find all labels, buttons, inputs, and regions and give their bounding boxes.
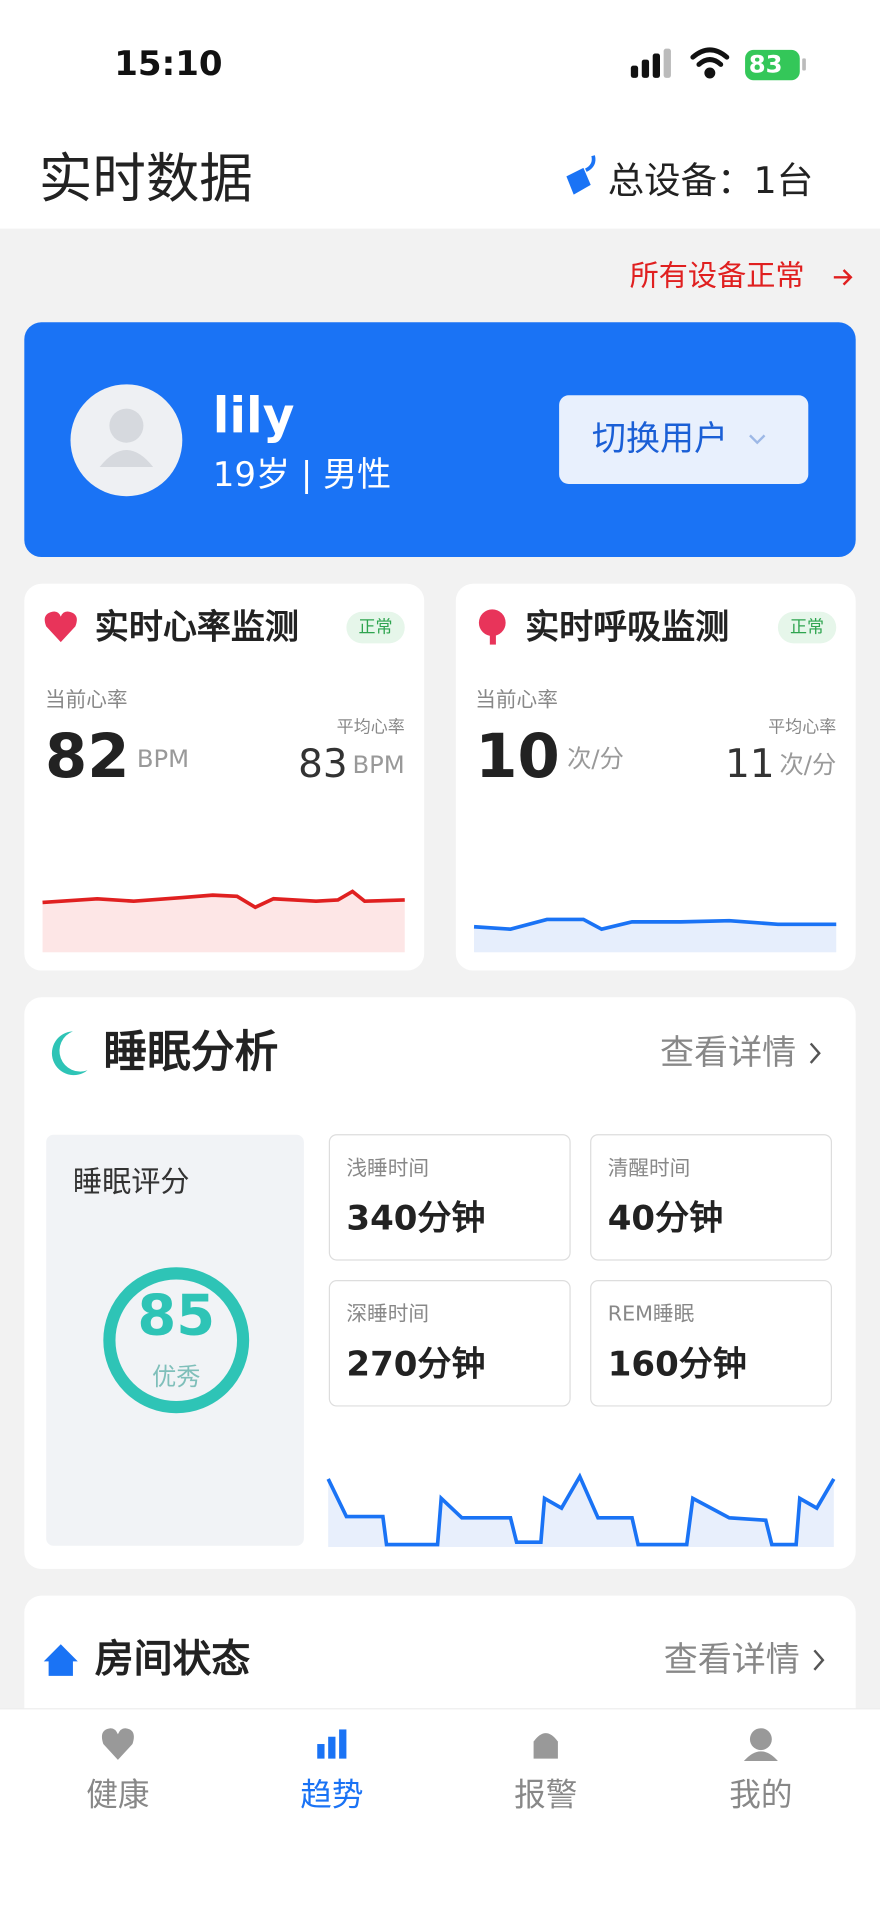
stat-label: 深睡时间: [346, 1302, 429, 1326]
header-bg: [0, 0, 880, 229]
badge: [346, 611, 405, 644]
stat-value: 270分钟: [346, 1344, 485, 1384]
section-title: 睡眠分析: [103, 1026, 278, 1077]
signal-icon: [630, 48, 671, 78]
stat-box: 浅睡时间 340分钟: [328, 1134, 571, 1261]
stat-value: 340分钟: [346, 1198, 485, 1238]
detail-link[interactable]: 查看详情: [660, 1033, 796, 1073]
card-title: 实时呼吸监测: [525, 607, 729, 647]
stat-box: 清醒时间 40分钟: [590, 1134, 832, 1261]
device-count[interactable]: 总设备：1台: [608, 159, 813, 202]
status-link[interactable]: 所有设备正常: [630, 258, 805, 292]
avg-label: 平均心率: [337, 717, 405, 737]
house-icon: [43, 1644, 78, 1676]
tab-icon: [743, 1751, 778, 1762]
tab-bar: [0, 1708, 880, 1907]
switch-label: 切换用户: [592, 419, 728, 459]
breath-line: [473, 917, 837, 932]
tab-label[interactable]: 报警: [514, 1777, 577, 1813]
score-grade: 优秀: [152, 1362, 201, 1391]
room-card: [24, 1595, 856, 1742]
heart-area: [42, 891, 405, 953]
stat-label: 浅睡时间: [346, 1156, 429, 1180]
current-label: 当前心率: [475, 688, 558, 712]
avg-value: 83 BPM: [298, 742, 405, 787]
section-title: 房间状态: [95, 1637, 251, 1682]
sleep-line: [326, 1472, 836, 1547]
stat-value: 160分钟: [608, 1344, 747, 1384]
tab-icon: [317, 1729, 347, 1759]
score-label: 睡眠评分: [73, 1164, 190, 1198]
breath-icon-stem: [489, 629, 496, 645]
tab-label[interactable]: 我的: [729, 1777, 792, 1813]
current-label: 当前心率: [45, 688, 128, 712]
sleep-area: [328, 1476, 834, 1548]
tab-label[interactable]: 健康: [86, 1777, 149, 1813]
link-arrow: [833, 269, 853, 286]
user-card: [24, 322, 856, 558]
badge-label: 正常: [359, 618, 393, 638]
moon-icon: [51, 1031, 88, 1076]
battery-level: 83: [749, 50, 783, 79]
avg-value: 11 次/分: [725, 742, 836, 787]
avatar-head: [109, 408, 144, 443]
battery: [745, 49, 800, 81]
heart-card: [24, 583, 425, 971]
breath-area: [474, 919, 837, 953]
chevron: [809, 1042, 821, 1064]
badge: [777, 611, 837, 644]
score-panel: [46, 1134, 304, 1546]
avg-label: 平均心率: [768, 717, 836, 737]
stat-value: 40分钟: [608, 1198, 723, 1238]
score-ring: [103, 1267, 250, 1414]
tab-icon: [101, 1728, 134, 1760]
breath-card: [455, 583, 856, 971]
tab-icon: [533, 1733, 558, 1759]
badge-label: 正常: [790, 618, 824, 638]
time: 15:10: [114, 44, 222, 84]
wifi-icon: [690, 47, 730, 79]
card-title: 实时心率监测: [95, 607, 299, 647]
tab-icon: [749, 1728, 772, 1751]
current-value: 10 次/分: [475, 722, 624, 792]
stat-label: REM睡眠: [608, 1302, 695, 1326]
switch-button[interactable]: [559, 395, 809, 485]
stat-box: 深睡时间 270分钟: [328, 1280, 571, 1407]
chevron: [813, 1649, 825, 1671]
current-value: 82 BPM: [45, 722, 189, 792]
heart-icon: [44, 611, 77, 643]
tab-label[interactable]: 趋势: [300, 1777, 363, 1813]
score-value: 85: [137, 1284, 215, 1349]
user-info: 19岁 | 男性: [213, 455, 391, 495]
page-title: 实时数据: [39, 147, 253, 210]
device-icon: [566, 155, 596, 195]
stat-label: 清醒时间: [608, 1156, 691, 1180]
breath-icon: [478, 609, 506, 637]
avatar-body: [99, 449, 154, 468]
chevron: [749, 434, 766, 445]
detail-link[interactable]: 查看详情: [664, 1640, 800, 1680]
user-name: lily: [213, 389, 295, 445]
heart-line: [42, 889, 405, 910]
stat-box: REM睡眠 160分钟: [590, 1280, 832, 1407]
battery-tip: [802, 58, 806, 71]
